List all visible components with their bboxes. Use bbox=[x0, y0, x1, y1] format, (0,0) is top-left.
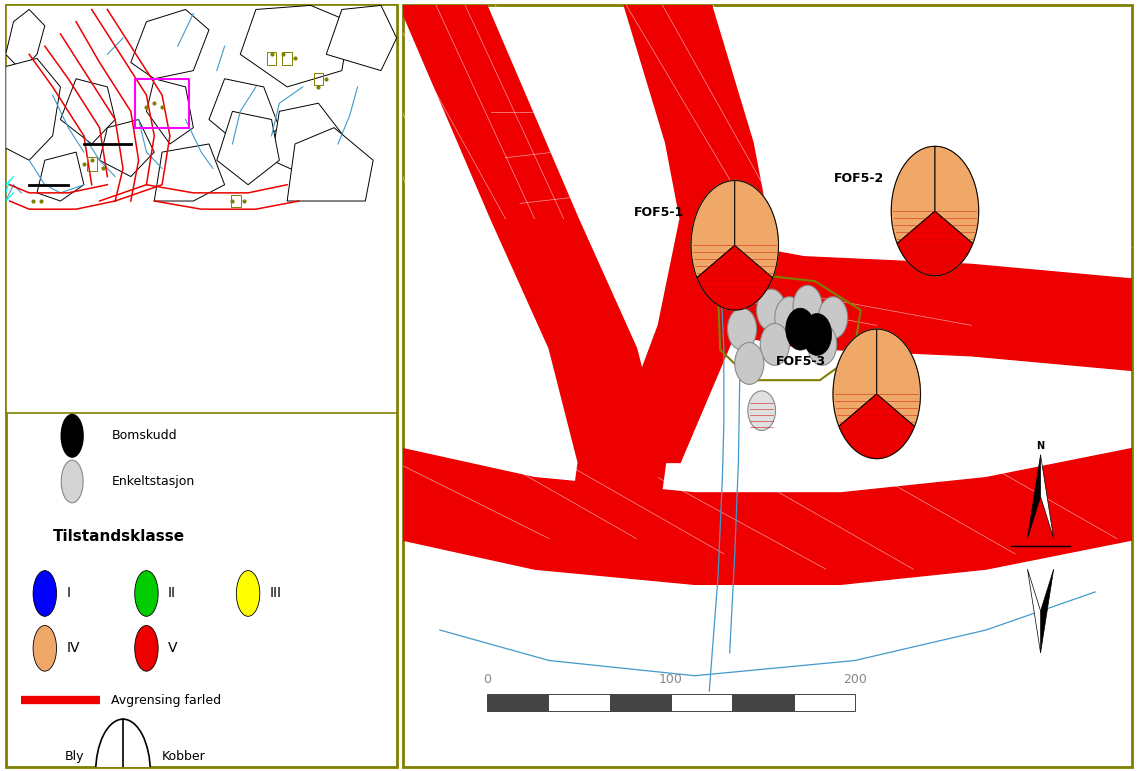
Ellipse shape bbox=[802, 314, 832, 355]
Polygon shape bbox=[37, 152, 83, 201]
Polygon shape bbox=[209, 79, 279, 152]
Ellipse shape bbox=[748, 391, 776, 430]
Ellipse shape bbox=[760, 323, 790, 365]
Polygon shape bbox=[6, 9, 45, 71]
Text: 100: 100 bbox=[660, 672, 684, 685]
Text: FOF5-3: FOF5-3 bbox=[776, 355, 825, 368]
Polygon shape bbox=[99, 120, 154, 177]
Text: Tilstandsklasse: Tilstandsklasse bbox=[53, 529, 185, 544]
Ellipse shape bbox=[818, 297, 848, 338]
Bar bbox=[232, 195, 241, 207]
Bar bbox=[487, 694, 549, 711]
Text: III: III bbox=[270, 587, 281, 601]
Ellipse shape bbox=[775, 297, 804, 338]
Circle shape bbox=[135, 625, 158, 672]
Polygon shape bbox=[6, 59, 61, 160]
Circle shape bbox=[33, 571, 56, 616]
Ellipse shape bbox=[892, 146, 978, 276]
Ellipse shape bbox=[757, 289, 785, 331]
Ellipse shape bbox=[692, 180, 778, 310]
Polygon shape bbox=[607, 0, 768, 463]
Polygon shape bbox=[697, 245, 773, 310]
Ellipse shape bbox=[785, 308, 815, 350]
Polygon shape bbox=[680, 234, 1138, 371]
Text: N: N bbox=[1037, 441, 1045, 451]
Polygon shape bbox=[877, 329, 920, 426]
Polygon shape bbox=[154, 144, 225, 201]
Ellipse shape bbox=[833, 329, 920, 459]
Bar bbox=[671, 694, 733, 711]
Bar bbox=[793, 694, 855, 711]
Bar bbox=[87, 157, 97, 171]
Text: FOF5-1: FOF5-1 bbox=[633, 207, 684, 220]
Circle shape bbox=[62, 415, 83, 457]
Text: I: I bbox=[66, 587, 71, 601]
Polygon shape bbox=[833, 329, 877, 426]
Ellipse shape bbox=[735, 342, 764, 385]
Text: Bomskudd: Bomskudd bbox=[111, 429, 177, 443]
Polygon shape bbox=[240, 5, 350, 87]
Polygon shape bbox=[839, 394, 914, 459]
Circle shape bbox=[237, 571, 259, 616]
Circle shape bbox=[96, 719, 151, 771]
Polygon shape bbox=[130, 9, 209, 79]
Circle shape bbox=[62, 460, 83, 503]
Polygon shape bbox=[217, 111, 279, 185]
Text: Avgrensing farled: Avgrensing farled bbox=[111, 694, 222, 706]
Ellipse shape bbox=[793, 285, 822, 327]
Polygon shape bbox=[935, 146, 978, 244]
Text: Enkeltstasjon: Enkeltstasjon bbox=[111, 475, 194, 488]
Bar bbox=[609, 694, 671, 711]
Polygon shape bbox=[692, 180, 735, 278]
Circle shape bbox=[135, 571, 158, 616]
Polygon shape bbox=[326, 5, 397, 71]
Bar bbox=[266, 52, 277, 66]
Ellipse shape bbox=[727, 308, 757, 350]
Polygon shape bbox=[1040, 455, 1054, 539]
Polygon shape bbox=[1028, 569, 1040, 653]
Text: IV: IV bbox=[66, 641, 80, 655]
Polygon shape bbox=[272, 103, 350, 185]
Bar bbox=[6, 5, 397, 413]
Text: FOF5-2: FOF5-2 bbox=[833, 172, 884, 185]
Text: Bly: Bly bbox=[64, 750, 83, 763]
Text: 200: 200 bbox=[842, 672, 866, 685]
Polygon shape bbox=[287, 128, 373, 201]
Polygon shape bbox=[735, 180, 778, 278]
Polygon shape bbox=[397, 0, 665, 569]
Text: Kobber: Kobber bbox=[162, 750, 206, 763]
Text: 0: 0 bbox=[483, 672, 491, 685]
Polygon shape bbox=[146, 79, 193, 144]
Polygon shape bbox=[1040, 569, 1054, 653]
Polygon shape bbox=[892, 146, 935, 244]
Polygon shape bbox=[897, 211, 973, 276]
Bar bbox=[733, 694, 793, 711]
Bar bbox=[282, 52, 293, 66]
Text: V: V bbox=[168, 641, 177, 655]
Bar bbox=[549, 694, 609, 711]
Bar bbox=[314, 72, 322, 85]
Ellipse shape bbox=[808, 323, 837, 365]
Polygon shape bbox=[61, 79, 115, 144]
Text: II: II bbox=[168, 587, 176, 601]
FancyBboxPatch shape bbox=[403, 5, 1132, 767]
Polygon shape bbox=[1028, 455, 1040, 539]
Circle shape bbox=[33, 625, 56, 672]
Polygon shape bbox=[397, 447, 1138, 584]
FancyBboxPatch shape bbox=[6, 5, 397, 767]
